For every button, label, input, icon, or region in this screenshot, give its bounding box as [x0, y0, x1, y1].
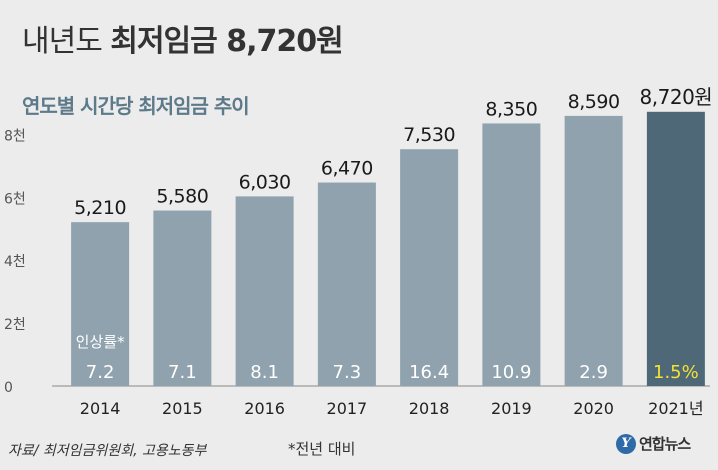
bar-value-label: 7,530	[403, 124, 455, 146]
bar	[400, 149, 459, 386]
bar-value-label: 6,030	[239, 171, 291, 193]
growth-rate-label: 16.4	[409, 362, 449, 383]
bar-highlight	[646, 111, 705, 386]
bar	[482, 123, 541, 386]
y-tick-label: 8천	[4, 128, 26, 144]
growth-rate-label: 2.9	[579, 362, 608, 383]
x-tick-label: 2020	[573, 399, 614, 418]
bar-value-label: 5,210	[74, 197, 126, 219]
bar	[153, 210, 212, 386]
x-tick-label: 2019	[491, 399, 532, 418]
title-light: 내년도	[22, 24, 103, 59]
growth-rate-label: 7.2	[86, 362, 115, 383]
bar-value-label: 5,580	[156, 186, 208, 208]
bar-value-label: 8,720원	[640, 85, 713, 109]
y-tick-label: 0	[4, 380, 13, 396]
x-tick-label: 2017	[327, 399, 368, 418]
bar-value-label: 8,350	[485, 98, 537, 120]
growth-rate-label: 7.1	[168, 362, 197, 383]
logo-text: 연합뉴스	[639, 435, 691, 453]
publisher-logo: Y 연합뉴스	[616, 433, 691, 454]
bar	[317, 182, 376, 386]
bar	[71, 222, 130, 386]
bar	[564, 115, 623, 387]
y-tick-label: 2천	[4, 317, 26, 333]
chart-subtitle: 연도별 시간당 최저임금 추이	[22, 94, 250, 118]
title-bold: 최저임금 8,720원	[110, 24, 343, 59]
x-tick-label: 2014	[80, 399, 121, 418]
yonhap-logo-icon: Y	[616, 433, 636, 454]
x-tick-label: 2015	[162, 399, 203, 418]
bar	[235, 196, 294, 386]
y-tick-label: 4천	[4, 254, 26, 270]
growth-rate-heading: 인상률*	[76, 333, 125, 351]
footnote: *전년 대비	[288, 440, 356, 458]
y-tick-label: 6천	[4, 191, 26, 207]
bar-value-label: 8,590	[568, 91, 620, 113]
x-tick-label: 2018	[409, 399, 450, 418]
growth-rate-label: 7.3	[333, 362, 362, 383]
bar-value-label: 6,470	[321, 158, 373, 180]
x-tick-label: 2021년	[648, 399, 703, 418]
x-tick-label: 2016	[244, 399, 285, 418]
growth-rate-label: 8.1	[250, 362, 279, 383]
source-note: 자료/ 최저임금위원회, 고용노동부	[8, 443, 207, 459]
growth-rate-label: 1.5%	[653, 362, 699, 383]
growth-rate-label: 10.9	[491, 362, 531, 383]
page-title: 내년도 최저임금 8,720원	[22, 16, 344, 60]
